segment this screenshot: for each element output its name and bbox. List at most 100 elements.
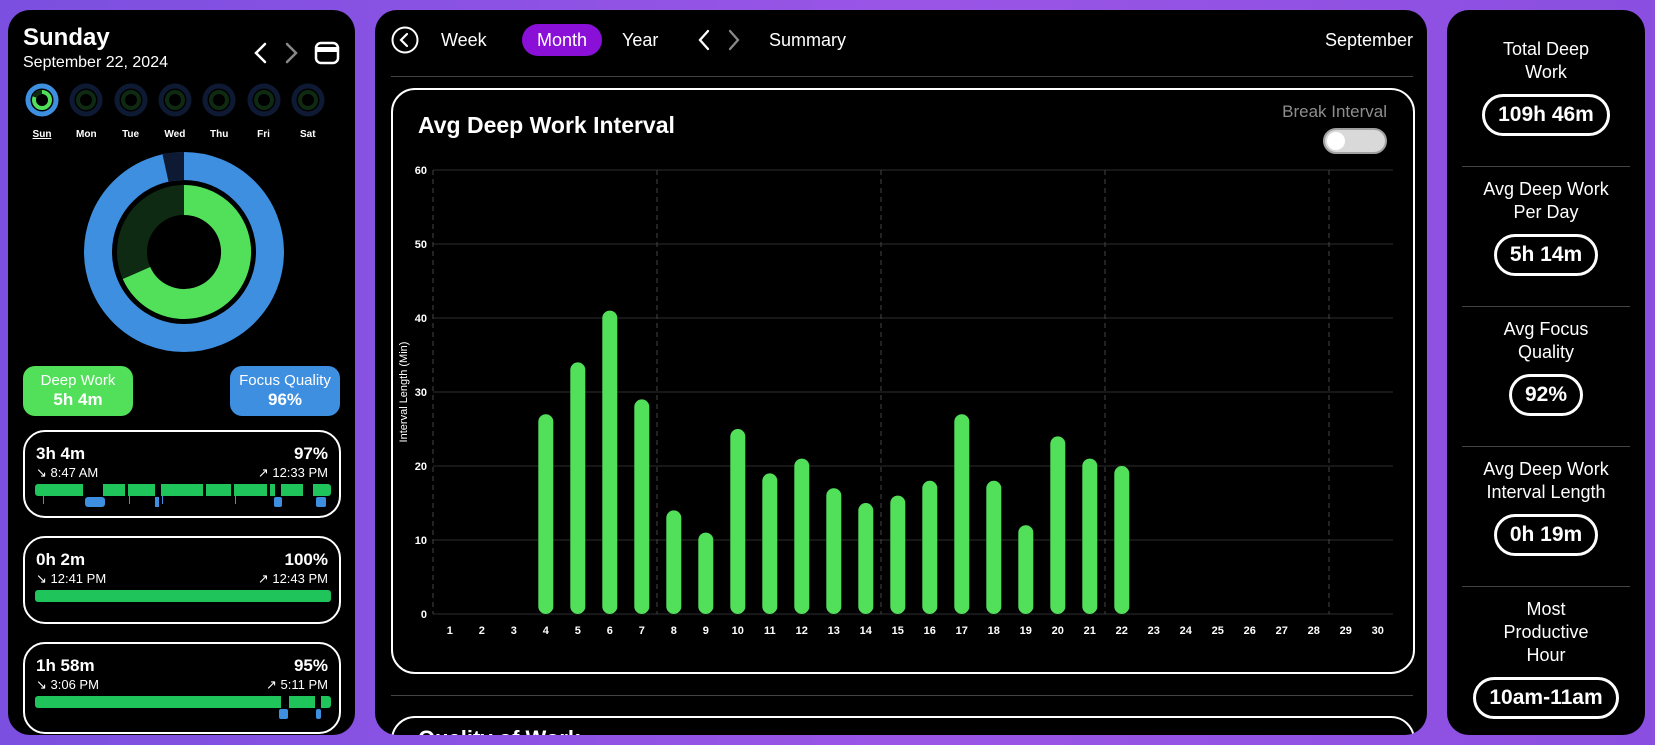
tab-month[interactable]: Month [522, 24, 603, 56]
stats-panel: Week Month Year Summary September Avg De… [375, 10, 1427, 735]
divider [391, 76, 1413, 77]
bar-day-18[interactable] [986, 480, 1002, 614]
weekday-ring [291, 83, 325, 117]
deep-work-value: 5h 4m [53, 390, 103, 409]
tab-week[interactable]: Week [441, 30, 487, 50]
bar-day-7[interactable] [634, 399, 650, 614]
bar-day-5[interactable] [570, 362, 586, 614]
stat-label: Hour [1526, 645, 1566, 665]
session-card[interactable]: 1h 58m 95% ↘ 3:06 PM ↗ 5:11 PM [23, 642, 341, 734]
y-tick-label: 40 [415, 313, 427, 325]
x-tick-label: 7 [639, 625, 645, 637]
session-start: ↘ 8:47 AM [36, 465, 99, 480]
weekday-label: Sun [32, 129, 52, 140]
bar-day-8[interactable] [666, 510, 682, 614]
x-tick-label: 25 [1212, 625, 1224, 637]
session-start: ↘ 3:06 PM [36, 677, 99, 692]
stat-value: 109h 46m [1482, 94, 1610, 136]
weekday-tue[interactable]: Tue [112, 82, 150, 140]
session-percent: 97% [293, 444, 328, 463]
divider [1462, 166, 1630, 167]
bar-day-12[interactable] [794, 458, 810, 614]
x-tick-label: 23 [1148, 625, 1160, 637]
session-duration: 0h 2m [36, 550, 86, 569]
bar-day-6[interactable] [602, 310, 618, 614]
weekday-label: Tue [122, 129, 140, 140]
calendar-icon[interactable] [314, 40, 340, 66]
stat-value: 5h 14m [1493, 234, 1599, 276]
break-interval-toggle[interactable] [1323, 128, 1387, 154]
x-tick-label: 9 [703, 625, 709, 637]
weekday-ring [25, 83, 59, 117]
prev-period-icon[interactable] [695, 27, 713, 53]
x-tick-label: 28 [1308, 625, 1320, 637]
bar-day-10[interactable] [730, 429, 746, 614]
day-name: Sunday [23, 24, 110, 51]
stat-block: Most Productive Hour 10am-11am [1447, 598, 1645, 719]
y-tick-label: 0 [421, 609, 427, 621]
next-day-icon[interactable] [280, 40, 302, 66]
divider [1462, 586, 1630, 587]
back-icon[interactable] [391, 26, 419, 54]
x-tick-label: 13 [828, 625, 840, 637]
focus-quality-label: Focus Quality [239, 372, 331, 389]
tab-year[interactable]: Year [622, 30, 659, 50]
weekday-thu[interactable]: Thu [200, 82, 238, 140]
weekday-mon[interactable]: Mon [67, 82, 105, 140]
totals-panel: Total Deep Work 109h 46m Avg Deep Work Per D… [1447, 10, 1645, 735]
y-tick-label: 10 [415, 535, 427, 547]
x-tick-label: 21 [1084, 625, 1096, 637]
deep-work-badge: Deep Work 5h 4m [23, 366, 133, 416]
stat-block: Avg Deep Work Per Day 5h 14m [1447, 178, 1645, 276]
bar-day-19[interactable] [1018, 525, 1034, 614]
session-card[interactable]: 3h 4m 97% ↘ 8:47 AM ↗ 12:33 PM [23, 430, 341, 518]
bar-day-17[interactable] [954, 414, 970, 614]
stat-label: Quality [1517, 342, 1575, 362]
weekday-fri[interactable]: Fri [245, 82, 283, 140]
x-tick-label: 19 [1020, 625, 1032, 637]
focus-quality-value: 96% [267, 390, 303, 409]
session-percent: 100% [284, 550, 328, 569]
next-period-icon[interactable] [725, 27, 743, 53]
quality-card-title: Quality of Work [418, 726, 580, 735]
bar-day-20[interactable] [1050, 436, 1066, 614]
summary-link[interactable]: Summary [769, 30, 847, 50]
bar-day-22[interactable] [1114, 466, 1130, 614]
x-tick-label: 22 [1116, 625, 1128, 637]
stat-block: Total Deep Work 109h 46m [1447, 38, 1645, 136]
weekday-wed[interactable]: Wed [156, 82, 194, 140]
stat-label: Per Day [1513, 202, 1579, 222]
weekday-label: Thu [210, 129, 229, 140]
stat-label: Interval Length [1486, 482, 1606, 502]
chart-title: Avg Deep Work Interval [418, 112, 675, 138]
session-card[interactable]: 0h 2m 100% ↘ 12:41 PM ↗ 12:43 PM [23, 536, 341, 624]
bar-day-11[interactable] [762, 473, 778, 614]
toggle-knob [1327, 132, 1345, 150]
bar-day-13[interactable] [826, 488, 842, 614]
x-tick-label: 14 [860, 625, 873, 637]
x-tick-label: 12 [796, 625, 808, 637]
session-timeline [35, 590, 331, 602]
weekday-sun[interactable]: Sun [23, 82, 61, 140]
stat-value: 10am-11am [1473, 677, 1619, 719]
daily-donut-chart [84, 151, 284, 352]
weekday-sat[interactable]: Sat [289, 82, 327, 140]
prev-day-icon[interactable] [250, 40, 272, 66]
session-duration: 3h 4m [36, 444, 86, 463]
interval-chart-card: Avg Deep Work Interval Break Interval 0 1… [391, 88, 1415, 674]
break-interval-label: Break Interval [1282, 102, 1387, 121]
bar-day-15[interactable] [890, 495, 906, 614]
bar-day-9[interactable] [698, 532, 714, 614]
bar-day-4[interactable] [538, 414, 554, 614]
bar-day-21[interactable] [1082, 458, 1098, 614]
session-end: ↗ 5:11 PM [266, 677, 328, 692]
divider [1462, 446, 1630, 447]
session-timeline [35, 484, 331, 507]
bar-day-14[interactable] [858, 503, 874, 614]
stat-value: 92% [1508, 374, 1584, 416]
x-tick-label: 3 [511, 625, 517, 637]
bar-day-16[interactable] [922, 480, 938, 614]
x-tick-label: 18 [988, 625, 1000, 637]
stat-label: Most [1526, 599, 1566, 619]
